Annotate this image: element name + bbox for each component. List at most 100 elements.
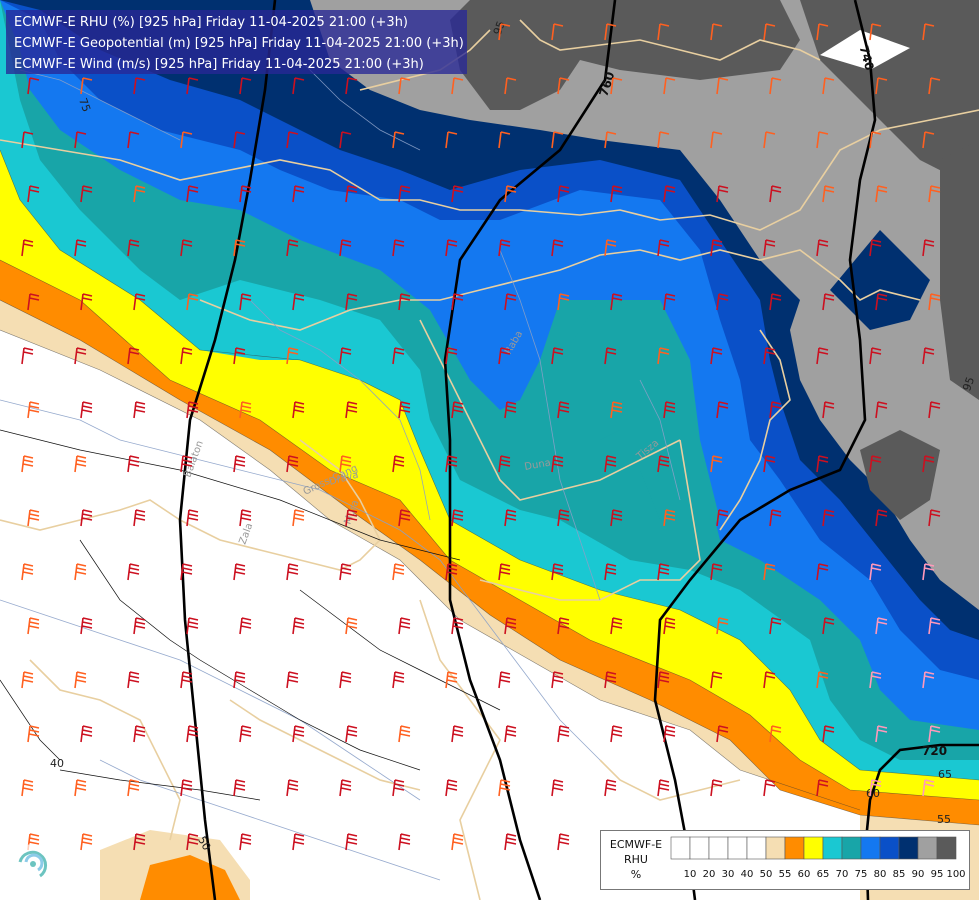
wind-barb: [504, 293, 517, 311]
wind-barb: [239, 725, 252, 743]
wind-barb: [451, 185, 464, 203]
wind-barb: [710, 347, 723, 365]
wind-barb: [657, 239, 670, 257]
wind-barb: [551, 671, 564, 689]
wind-barb: [928, 509, 941, 527]
wind-barb: [80, 725, 93, 743]
wind-barb: [180, 779, 193, 797]
legend-title: ECMWF-E RHU %: [605, 837, 667, 882]
wind-barb: [763, 455, 776, 473]
wind-barb: [186, 833, 199, 851]
wind-barb: [763, 671, 776, 689]
legend-tick-label: 20: [703, 869, 716, 880]
legend-tick-label: 70: [836, 869, 849, 880]
wind-barb: [286, 563, 299, 581]
wind-barb: [763, 131, 776, 149]
wind-barb: [763, 23, 776, 41]
wind-barb: [451, 725, 464, 743]
wind-barb: [604, 347, 617, 365]
wind-barb: [763, 239, 776, 257]
contour-labels: 760 740 720 95 75 95 65 60 55 40 50: [50, 19, 977, 852]
wind-barb: [80, 617, 93, 635]
wind-barb: [504, 77, 517, 95]
wind-barb: [551, 779, 564, 797]
wind-barb: [392, 131, 405, 149]
rhu-color-legend: ECMWF-E RHU % 10 20 30 40 50 55 60 65 70 75 80 85 90…: [600, 830, 970, 890]
wind-barb: [345, 725, 358, 743]
wind-barb: [816, 239, 829, 257]
wind-barb: [398, 725, 411, 743]
wind-barb: [610, 401, 623, 419]
legend-tick-label: 10: [684, 869, 697, 880]
wind-barb: [451, 293, 464, 311]
wind-barb: [21, 779, 34, 797]
wind-barb: [822, 77, 835, 95]
wind-barb: [398, 509, 411, 527]
wind-barb: [292, 833, 305, 851]
wind-barb: [557, 509, 570, 527]
wind-barb: [498, 23, 511, 41]
wind-barb: [133, 617, 146, 635]
wind-barb: [21, 455, 34, 473]
wind-barb: [875, 725, 888, 743]
wind-barb: [928, 725, 941, 743]
wind-barb: [504, 509, 517, 527]
ecmwf-logo-icon: [13, 844, 53, 884]
wind-barb: [133, 401, 146, 419]
wind-barb: [186, 185, 199, 203]
wind-barb: [392, 455, 405, 473]
wind-barb: [557, 401, 570, 419]
wind-barb: [610, 77, 623, 95]
wind-barb: [286, 779, 299, 797]
wind-barb: [816, 563, 829, 581]
wind-barb: [498, 239, 511, 257]
wind-barb: [445, 455, 458, 473]
wind-barb: [80, 509, 93, 527]
wind-barb: [21, 131, 34, 149]
wind-barb: [133, 509, 146, 527]
wind-barb: [604, 563, 617, 581]
wind-barb: [498, 779, 511, 797]
wind-barb: [716, 401, 729, 419]
wind-barb: [27, 77, 40, 95]
wind-barb: [710, 671, 723, 689]
wind-barb: [180, 563, 193, 581]
legend-swatch: [746, 836, 767, 860]
wind-barb: [239, 509, 252, 527]
wind-barb: [74, 131, 87, 149]
wind-barb: [498, 131, 511, 149]
wind-barb: [292, 185, 305, 203]
wind-barb: [186, 725, 199, 743]
wind-barb: [922, 239, 935, 257]
wind-barb: [345, 401, 358, 419]
wind-barb: [80, 833, 93, 851]
rhu-band-95-ridge: [940, 140, 979, 400]
wind-barb: [504, 401, 517, 419]
wind-barb: [127, 671, 140, 689]
legend-tick-label: 65: [817, 869, 830, 880]
wind-barb: [551, 455, 564, 473]
wind-barb: [763, 347, 776, 365]
legend-swatch: [765, 836, 786, 860]
wind-barb: [610, 725, 623, 743]
wind-barb: [392, 563, 405, 581]
legend-swatch: [917, 836, 938, 860]
legend-tick-label: 75: [855, 869, 868, 880]
wind-barb: [445, 347, 458, 365]
wind-barb: [133, 725, 146, 743]
wind-barb: [922, 455, 935, 473]
legend-swatch: [689, 836, 710, 860]
geopotential-label-740: 740: [857, 44, 877, 72]
wind-barb: [239, 401, 252, 419]
wind-barb: [292, 617, 305, 635]
wind-barb: [816, 131, 829, 149]
wind-barb: [769, 509, 782, 527]
wind-barb: [869, 239, 882, 257]
wind-barb: [180, 455, 193, 473]
wind-barb: [551, 131, 564, 149]
rhu-label-50: 50: [195, 834, 213, 853]
wind-barb: [657, 455, 670, 473]
wind-barb: [663, 617, 676, 635]
legend-swatch: [898, 836, 919, 860]
wind-barb: [504, 725, 517, 743]
